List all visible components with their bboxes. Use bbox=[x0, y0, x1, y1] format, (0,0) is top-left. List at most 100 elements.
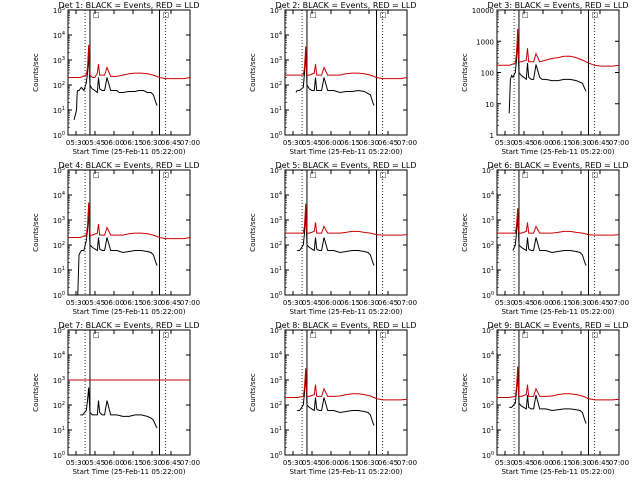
x-tick-label: 05:30 bbox=[283, 299, 303, 307]
series-lld bbox=[68, 44, 191, 80]
x-tick-label: 05:45 bbox=[85, 139, 105, 147]
y-tick-label: 101 bbox=[53, 266, 65, 275]
x-tick-label: 06:15 bbox=[340, 139, 360, 147]
y-tick-label: 102 bbox=[270, 241, 282, 250]
x-tick-label: 06:45 bbox=[590, 139, 610, 147]
x-tick-label: 07:00 bbox=[609, 299, 629, 307]
series-lld bbox=[285, 203, 408, 236]
x-tick-label: 06:00 bbox=[104, 139, 124, 147]
y-tick-label: 101 bbox=[53, 106, 65, 115]
y-tick-label: 105 bbox=[270, 326, 282, 335]
y-tick-label: 101 bbox=[482, 426, 494, 435]
y-axis-label: Counts/sec bbox=[249, 373, 257, 412]
y-tick-label: 105 bbox=[53, 166, 65, 175]
interval-marker: □ bbox=[522, 331, 529, 339]
panel-4: Det 4: BLACK = Events, RED = LLD 100 101 10… bbox=[32, 161, 200, 316]
x-tick-label: 06:45 bbox=[378, 459, 398, 467]
y-tick-label: 102 bbox=[53, 81, 65, 90]
x-axis-label: Start Time (25-Feb-11 05:22:00) bbox=[72, 308, 185, 316]
x-tick-label: 06:15 bbox=[340, 299, 360, 307]
x-axis-label: Start Time (25-Feb-11 05:22:00) bbox=[289, 148, 402, 156]
y-axis-label: Counts/sec bbox=[249, 53, 257, 92]
series-lld bbox=[285, 368, 408, 401]
y-axis-label: Counts/sec bbox=[461, 373, 469, 412]
y-tick-label: 10 bbox=[485, 101, 494, 109]
x-tick-label: 06:15 bbox=[340, 459, 360, 467]
y-tick-label: 103 bbox=[482, 376, 494, 385]
y-axis-label: Counts/sec bbox=[32, 53, 40, 92]
interval-marker: □ bbox=[380, 11, 387, 19]
panel-1: Det 1: BLACK = Events, RED = LLD 100 101 10… bbox=[32, 1, 200, 156]
x-tick-label: 06:30 bbox=[359, 299, 379, 307]
x-tick-label: 06:45 bbox=[161, 139, 181, 147]
interval-marker: □ bbox=[522, 11, 529, 19]
panel-title: Det 7: BLACK = Events, RED = LLD bbox=[59, 321, 200, 330]
series-events bbox=[297, 373, 375, 426]
panel-8: Det 8: BLACK = Events, RED = LLD 100 101 10… bbox=[249, 321, 417, 476]
y-tick-label: 104 bbox=[270, 31, 282, 40]
series-events bbox=[508, 38, 587, 114]
x-tick-label: 06:15 bbox=[552, 459, 572, 467]
y-tick-label: 105 bbox=[270, 166, 282, 175]
x-tick-label: 06:45 bbox=[378, 139, 398, 147]
panel-title: Det 8: BLACK = Events, RED = LLD bbox=[276, 321, 417, 330]
y-axis-label: Counts/sec bbox=[461, 213, 469, 252]
y-tick-label: 102 bbox=[53, 401, 65, 410]
x-tick-label: 06:00 bbox=[533, 299, 553, 307]
x-tick-label: 05:45 bbox=[514, 459, 534, 467]
panel-title: Det 4: BLACK = Events, RED = LLD bbox=[59, 161, 200, 170]
x-tick-label: 05:45 bbox=[85, 459, 105, 467]
y-tick-label: 104 bbox=[270, 351, 282, 360]
y-tick-label: 105 bbox=[53, 6, 65, 15]
x-tick-label: 07:00 bbox=[397, 139, 417, 147]
interval-marker: □ bbox=[163, 11, 170, 19]
y-tick-label: 100 bbox=[482, 451, 494, 460]
y-tick-label: 100 bbox=[481, 70, 494, 78]
panel-title: Det 3: BLACK = Events, RED = LLD bbox=[488, 1, 629, 10]
x-axis-label: Start Time (25-Feb-11 05:22:00) bbox=[289, 468, 402, 476]
x-tick-label: 05:30 bbox=[283, 139, 303, 147]
x-axis-label: Start Time (25-Feb-11 05:22:00) bbox=[72, 468, 185, 476]
x-axis-label: Start Time (25-Feb-11 05:22:00) bbox=[289, 308, 402, 316]
x-tick-label: 06:30 bbox=[142, 459, 162, 467]
plot-frame bbox=[67, 329, 191, 456]
x-tick-label: 07:00 bbox=[397, 459, 417, 467]
x-tick-label: 05:30 bbox=[66, 139, 86, 147]
x-tick-label: 05:45 bbox=[302, 299, 322, 307]
interval-marker: □ bbox=[592, 171, 599, 179]
panel-title: Det 5: BLACK = Events, RED = LLD bbox=[276, 161, 417, 170]
x-tick-label: 06:15 bbox=[552, 139, 572, 147]
y-tick-label: 105 bbox=[270, 6, 282, 15]
x-tick-label: 05:30 bbox=[283, 459, 303, 467]
y-tick-label: 105 bbox=[482, 326, 494, 335]
series-events bbox=[295, 52, 375, 106]
y-tick-label: 101 bbox=[53, 426, 65, 435]
plot-frame bbox=[496, 329, 620, 456]
x-tick-label: 06:15 bbox=[123, 139, 143, 147]
x-tick-label: 05:30 bbox=[495, 459, 515, 467]
interval-marker: □ bbox=[93, 331, 100, 339]
x-tick-label: 06:00 bbox=[321, 299, 341, 307]
x-tick-label: 06:00 bbox=[533, 459, 553, 467]
x-axis-label: Start Time (25-Feb-11 05:22:00) bbox=[501, 148, 614, 156]
x-tick-label: 05:45 bbox=[514, 299, 534, 307]
x-tick-label: 06:15 bbox=[123, 459, 143, 467]
y-tick-label: 1 bbox=[490, 132, 494, 140]
y-axis-label: Counts/sec bbox=[249, 213, 257, 252]
series-lld bbox=[497, 28, 620, 67]
y-tick-label: 102 bbox=[482, 241, 494, 250]
y-axis-label: Counts/sec bbox=[461, 53, 469, 92]
y-tick-label: 105 bbox=[482, 166, 494, 175]
series-events bbox=[512, 215, 587, 266]
x-tick-label: 05:45 bbox=[85, 299, 105, 307]
panel-5: Det 5: BLACK = Events, RED = LLD 100 101 10… bbox=[249, 161, 417, 316]
y-tick-label: 102 bbox=[270, 401, 282, 410]
x-tick-label: 05:45 bbox=[302, 139, 322, 147]
x-tick-label: 06:45 bbox=[590, 459, 610, 467]
y-tick-label: 102 bbox=[270, 81, 282, 90]
plot-frame bbox=[67, 169, 191, 296]
y-tick-label: 101 bbox=[270, 106, 282, 115]
x-tick-label: 06:45 bbox=[590, 299, 610, 307]
x-tick-label: 06:30 bbox=[571, 139, 591, 147]
interval-marker: □ bbox=[163, 171, 170, 179]
